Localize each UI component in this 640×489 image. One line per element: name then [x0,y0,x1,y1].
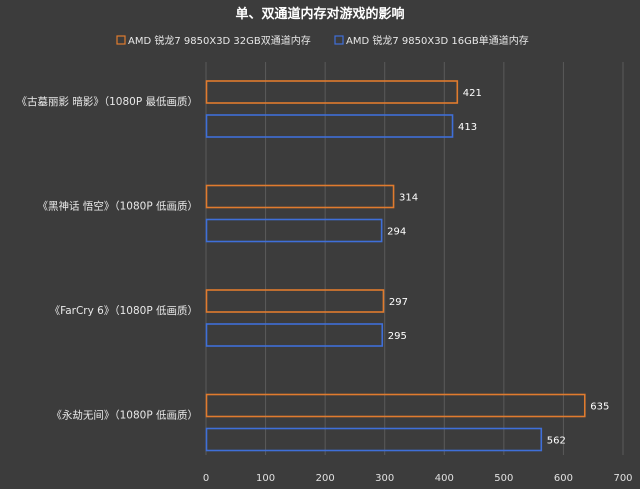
bar-series0-cat1 [205,184,395,209]
data-label-series1-cat1: 294 [387,227,406,238]
x-tick-label-600: 600 [554,473,573,484]
gridlines [205,62,624,455]
legend-swatch-single-channel [334,35,344,45]
x-tick-label-300: 300 [375,473,394,484]
bar-series0-cat2 [205,289,385,313]
bar-series1-cat2 [205,323,384,347]
category-label-0: 《古墓丽影 暗影》（1080P 最低画质） [17,95,198,108]
data-label-series0-cat1: 314 [399,193,418,204]
data-label-series0-cat0: 421 [463,88,482,99]
data-label-series1-cat2: 295 [388,331,407,342]
bar-series1-cat1 [205,218,383,243]
data-label-series0-cat3: 635 [590,402,609,413]
category-label-3: 《永劫无间》（1080P 低画质） [51,409,198,422]
data-label-series0-cat2: 297 [389,297,408,308]
data-label-series1-cat0: 413 [458,122,477,133]
x-tick-label-0: 0 [203,473,209,484]
legend-label-single-channel: AMD 锐龙7 9850X3D 16GB单通道内存 [346,34,529,47]
category-label-1: 《黑神话 悟空》（1080P 低画质） [38,200,198,213]
bar-series0-cat0 [205,80,459,104]
legend-label-dual-channel: AMD 锐龙7 9850X3D 32GB双通道内存 [128,34,311,47]
data-label-series1-cat3: 562 [547,436,566,447]
legend-swatch-dual-channel [116,35,126,45]
chart-title: 单、双通道内存对游戏的影响 [235,6,404,22]
legend: AMD 锐龙7 9850X3D 32GB双通道内存 AMD 锐龙7 9850X3… [116,34,529,47]
x-tick-label-700: 700 [613,473,632,484]
x-tick-label-400: 400 [435,473,454,484]
bars: 421 413 314 294 297 295 635 562 [205,80,609,452]
x-tick-label-500: 500 [494,473,513,484]
x-axis-ticks: 0 100 200 300 400 500 600 700 [203,473,633,484]
category-labels: 《古墓丽影 暗影》（1080P 最低画质） 《黑神话 悟空》（1080P 低画质）… [17,95,198,422]
bar-series0-cat3 [205,393,586,418]
x-tick-label-100: 100 [256,473,275,484]
category-label-2: 《FarCry 6》（1080P 低画质） [50,304,198,317]
bar-series1-cat0 [205,114,454,138]
bar-series1-cat3 [205,427,543,452]
x-tick-label-200: 200 [316,473,335,484]
